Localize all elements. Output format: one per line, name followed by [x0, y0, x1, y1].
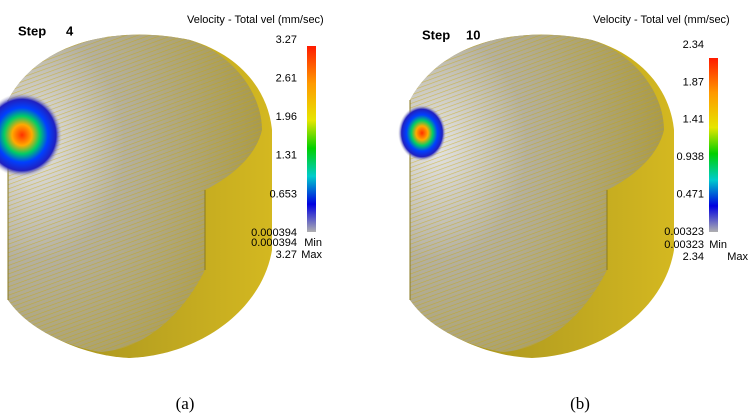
velocity-hotspot — [0, 93, 62, 177]
legend-title: Velocity - Total vel (mm/sec) — [187, 14, 324, 26]
colorbar-label: 2.61 — [276, 73, 297, 85]
min-label: Min — [709, 239, 727, 251]
max-label: Max — [727, 251, 748, 263]
colorbar-label: 0.653 — [269, 188, 297, 200]
step-label: Step — [18, 23, 46, 38]
colorbar-label: 1.41 — [683, 114, 704, 126]
min-value: 0.00323 — [664, 239, 704, 251]
min-label: Min — [304, 237, 322, 249]
colorbar-label: 0.938 — [676, 151, 704, 163]
colorbar-labels: 3.27 2.61 1.96 1.31 0.653 0.000394 — [251, 34, 297, 239]
model-solid — [7, 34, 273, 359]
panel-b: Step 10 Velocity - Total vel (mm/sec) 2.… — [398, 14, 748, 413]
colorbar-labels: 2.34 1.87 1.41 0.938 0.471 0.00323 — [664, 39, 704, 238]
colorbar-label: 1.87 — [683, 76, 704, 88]
step-number: 4 — [66, 23, 74, 38]
panel-a: Step 4 Velocity - Total vel (mm/sec) 3.2… — [0, 14, 324, 413]
caption: (b) — [570, 394, 590, 413]
colorbar-label: 0.000394 — [251, 227, 297, 239]
velocity-hotspot — [398, 105, 446, 161]
model-solid — [409, 34, 675, 359]
caption: (a) — [176, 394, 195, 413]
colorbar — [709, 58, 718, 232]
colorbar-label: 2.34 — [683, 39, 704, 51]
max-value: 2.34 — [683, 251, 704, 263]
step-number: 10 — [466, 27, 480, 42]
colorbar-label: 0.471 — [676, 189, 704, 201]
max-value: 3.27 — [276, 249, 297, 261]
min-value: 0.000394 — [251, 237, 297, 249]
colorbar — [307, 46, 316, 232]
colorbar-label: 3.27 — [276, 34, 297, 46]
legend-title: Velocity - Total vel (mm/sec) — [593, 14, 730, 26]
colorbar-label: 0.00323 — [664, 226, 704, 238]
colorbar-label: 1.96 — [276, 111, 297, 123]
colorbar-label: 1.31 — [276, 150, 297, 162]
step-label: Step — [422, 27, 450, 42]
max-label: Max — [301, 249, 322, 261]
